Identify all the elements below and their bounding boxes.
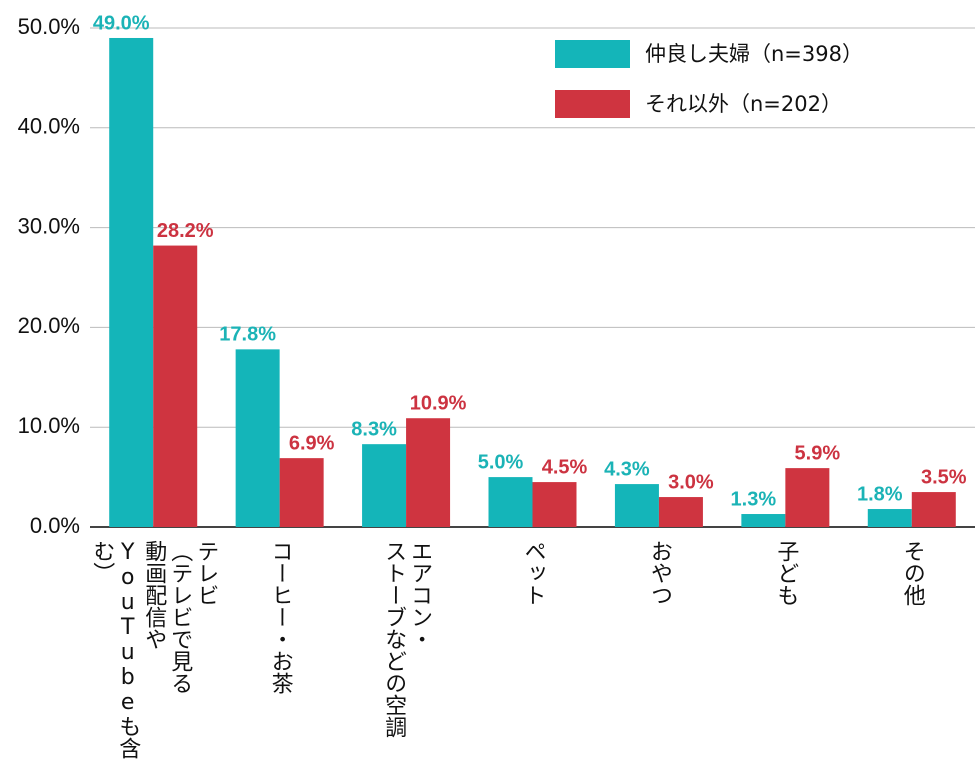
y-tick-label: 20.0% bbox=[18, 313, 80, 338]
value-label: 6.9% bbox=[289, 432, 335, 454]
bar bbox=[658, 497, 703, 527]
bar bbox=[406, 418, 451, 527]
x-tick-label: ペット bbox=[520, 540, 546, 606]
y-tick-label: 0.0% bbox=[30, 513, 80, 538]
value-label: 3.5% bbox=[921, 466, 967, 488]
value-label: 3.0% bbox=[668, 471, 714, 493]
bar bbox=[362, 444, 407, 527]
y-tick-label: 30.0% bbox=[18, 213, 80, 238]
value-label: 8.3% bbox=[351, 418, 397, 440]
value-label: 5.9% bbox=[795, 442, 841, 464]
bar bbox=[785, 468, 830, 527]
value-label: 1.3% bbox=[731, 488, 777, 510]
legend-swatch bbox=[555, 90, 630, 118]
x-tick-label: 子ども bbox=[773, 540, 799, 606]
value-label: 5.0% bbox=[478, 451, 524, 473]
value-label: 17.8% bbox=[219, 324, 276, 346]
bar bbox=[614, 484, 659, 527]
bar bbox=[911, 492, 956, 527]
x-tick-label: コーヒー・お茶 bbox=[267, 540, 293, 694]
x-tick-label: エアコン・ ストーブなどの空調 bbox=[381, 540, 433, 738]
legend-swatch bbox=[555, 40, 630, 68]
bar bbox=[488, 477, 533, 527]
y-tick-label: 10.0% bbox=[18, 413, 80, 438]
bar bbox=[279, 458, 324, 527]
value-label: 28.2% bbox=[157, 220, 214, 242]
bar bbox=[867, 509, 912, 527]
value-label: 4.5% bbox=[542, 456, 588, 478]
bar bbox=[235, 349, 280, 527]
legend-label: それ以外（n=202） bbox=[645, 92, 842, 116]
legend-label: 仲良し夫婦（n=398） bbox=[645, 42, 863, 66]
x-tick-label: テレビ （テレビで見る 動画配信や YouTubeも含む） bbox=[89, 540, 219, 759]
bar bbox=[532, 482, 577, 527]
y-tick-label: 50.0% bbox=[18, 14, 80, 39]
value-label: 49.0% bbox=[93, 12, 150, 34]
bar bbox=[109, 37, 154, 527]
x-tick-label: その他 bbox=[899, 540, 925, 606]
value-label: 1.8% bbox=[857, 483, 903, 505]
value-label: 4.3% bbox=[604, 458, 650, 480]
y-tick-label: 40.0% bbox=[18, 114, 80, 139]
value-label: 10.9% bbox=[410, 392, 467, 414]
bar bbox=[153, 245, 198, 527]
bar bbox=[741, 514, 786, 527]
x-tick-label: おやつ bbox=[646, 540, 672, 606]
